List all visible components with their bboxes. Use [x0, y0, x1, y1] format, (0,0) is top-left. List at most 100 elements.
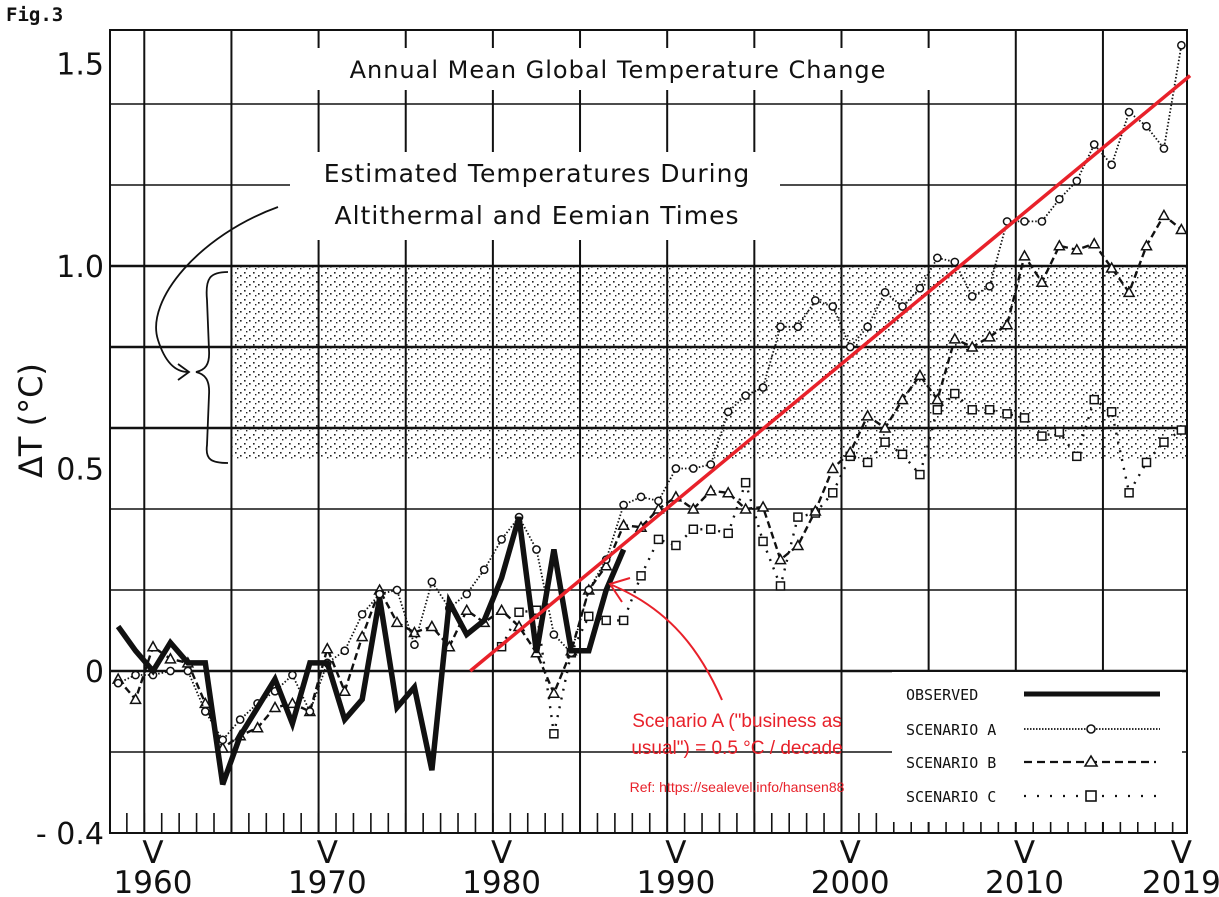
data-point-scenario-b: [878, 421, 892, 433]
data-point-scenario-c: [1176, 425, 1187, 435]
data-point-scenario-c: [984, 405, 995, 415]
data-point-scenario-b: [931, 393, 944, 405]
data-point-scenario-a: [200, 707, 210, 716]
series-line-observed: [115, 516, 627, 786]
data-point-scenario-b: [652, 502, 665, 514]
data-point-scenario-b: [164, 652, 177, 664]
data-point-scenario-a: [357, 609, 367, 619]
data-point-scenario-b: [913, 368, 927, 381]
data-point-scenario-b: [1035, 275, 1049, 287]
data-point-scenario-a: [723, 407, 733, 417]
data-point-scenario-c: [1054, 427, 1065, 437]
y-axis-label: ΔT (°C): [12, 363, 50, 478]
data-point-scenario-a: [532, 545, 541, 554]
data-point-scenario-b: [861, 409, 874, 421]
legend: OBSERVED SCENARIO A SCENARIO B SCENARIO …: [892, 672, 1182, 822]
data-point-scenario-b: [251, 721, 264, 733]
x-tick-marker: V: [142, 835, 163, 871]
data-point-scenario-b: [756, 500, 770, 512]
data-point-scenario-c: [793, 512, 803, 522]
title-background: [282, 48, 952, 90]
legend-label-scenario-c: SCENARIO C: [906, 788, 996, 806]
data-point-scenario-b: [425, 619, 439, 632]
data-point-scenario-b: [321, 642, 334, 654]
legend-label-scenario-a: SCENARIO A: [906, 721, 996, 739]
chart-title: Annual Mean Global Temperature Change: [350, 56, 887, 84]
data-point-scenario-a: [950, 257, 960, 267]
x-tick-label: 1990: [636, 865, 715, 897]
y-tick-label: 1.5: [56, 48, 104, 83]
data-point-scenario-c: [706, 524, 716, 534]
legend-marker-square-icon: [1085, 790, 1097, 802]
data-point-scenario-b: [948, 332, 962, 344]
data-point-scenario-a: [1107, 160, 1117, 170]
data-point-scenario-b: [355, 630, 369, 642]
data-point-scenario-a: [1089, 140, 1099, 149]
data-point-scenario-b: [268, 700, 282, 713]
data-point-scenario-c: [688, 524, 699, 534]
x-tick-label: 1980: [462, 865, 541, 897]
axis-layer: 1.51.00.50- 0.4V1960V1970V1980V1990V2000…: [36, 29, 1219, 897]
data-point-scenario-a: [671, 464, 681, 473]
legend-label-observed: OBSERVED: [906, 686, 978, 704]
data-point-scenario-a: [410, 640, 419, 650]
data-point-scenario-a: [1142, 121, 1151, 131]
data-point-scenario-a: [375, 589, 384, 599]
data-point-scenario-c: [1159, 437, 1169, 447]
data-point-scenario-c: [932, 405, 943, 415]
band-label-line-2: Altithermal and Eemian Times: [334, 201, 739, 230]
data-point-scenario-a: [741, 391, 750, 400]
data-point-scenario-b: [739, 502, 752, 514]
data-point-scenario-c: [1002, 409, 1012, 419]
data-point-scenario-a: [898, 302, 907, 311]
annotation-arrow-icon: [611, 584, 723, 701]
data-point-scenario-b: [791, 538, 805, 551]
data-point-scenario-a: [985, 281, 994, 291]
data-point-scenario-a: [776, 322, 785, 332]
data-point-scenario-a: [462, 589, 472, 599]
series-layer: [111, 40, 1188, 786]
data-point-scenario-a: [113, 678, 123, 688]
data-point-scenario-a: [1072, 176, 1082, 186]
reference-text: Ref: https://sealevel.info/hansen88: [630, 779, 845, 795]
data-point-scenario-b: [843, 445, 857, 458]
x-tick-marker: V: [317, 835, 338, 871]
data-point-scenario-b: [460, 603, 474, 615]
data-point-scenario-a: [636, 492, 646, 502]
data-point-scenario-b: [826, 461, 840, 474]
data-point-scenario-b: [774, 553, 787, 565]
data-point-scenario-b: [687, 502, 700, 514]
data-point-scenario-c: [897, 449, 908, 460]
data-point-scenario-b: [617, 518, 630, 530]
data-point-scenario-a: [845, 342, 855, 352]
data-point-scenario-b: [721, 486, 735, 498]
data-point-scenario-c: [636, 571, 646, 581]
data-point-scenario-c: [671, 540, 681, 551]
trend-line: [469, 74, 1192, 673]
data-point-scenario-a: [1124, 107, 1134, 117]
annotation-line-1: Scenario A ("business as: [632, 711, 842, 732]
data-point-scenario-b: [129, 692, 142, 705]
data-point-scenario-a: [1020, 217, 1029, 226]
data-point-scenario-b: [1018, 249, 1031, 261]
data-point-scenario-a: [706, 460, 716, 469]
band-label-line-1: Estimated Temperatures During: [324, 159, 751, 188]
series-line-scenario-a: [117, 45, 1183, 742]
data-point-scenario-c: [584, 611, 594, 622]
x-tick-marker: V: [1171, 835, 1192, 871]
data-point-scenario-b: [1175, 223, 1188, 235]
x-tick-marker: V: [1014, 835, 1035, 871]
data-point-scenario-a: [915, 283, 925, 293]
data-point-scenario-c: [653, 534, 664, 545]
plot-frame: [109, 29, 1188, 834]
data-point-scenario-c: [740, 477, 751, 488]
data-point-scenario-a: [288, 670, 297, 680]
data-point-scenario-a: [758, 383, 768, 392]
x-tick-marker: V: [491, 835, 512, 871]
x-tick-marker: V: [840, 835, 861, 871]
data-point-scenario-c: [967, 405, 977, 415]
data-point-scenario-a: [619, 500, 628, 510]
data-point-scenario-c: [880, 437, 890, 447]
legend-marker-circle-icon: [1086, 724, 1096, 734]
x-tick-marker: V: [665, 835, 686, 871]
